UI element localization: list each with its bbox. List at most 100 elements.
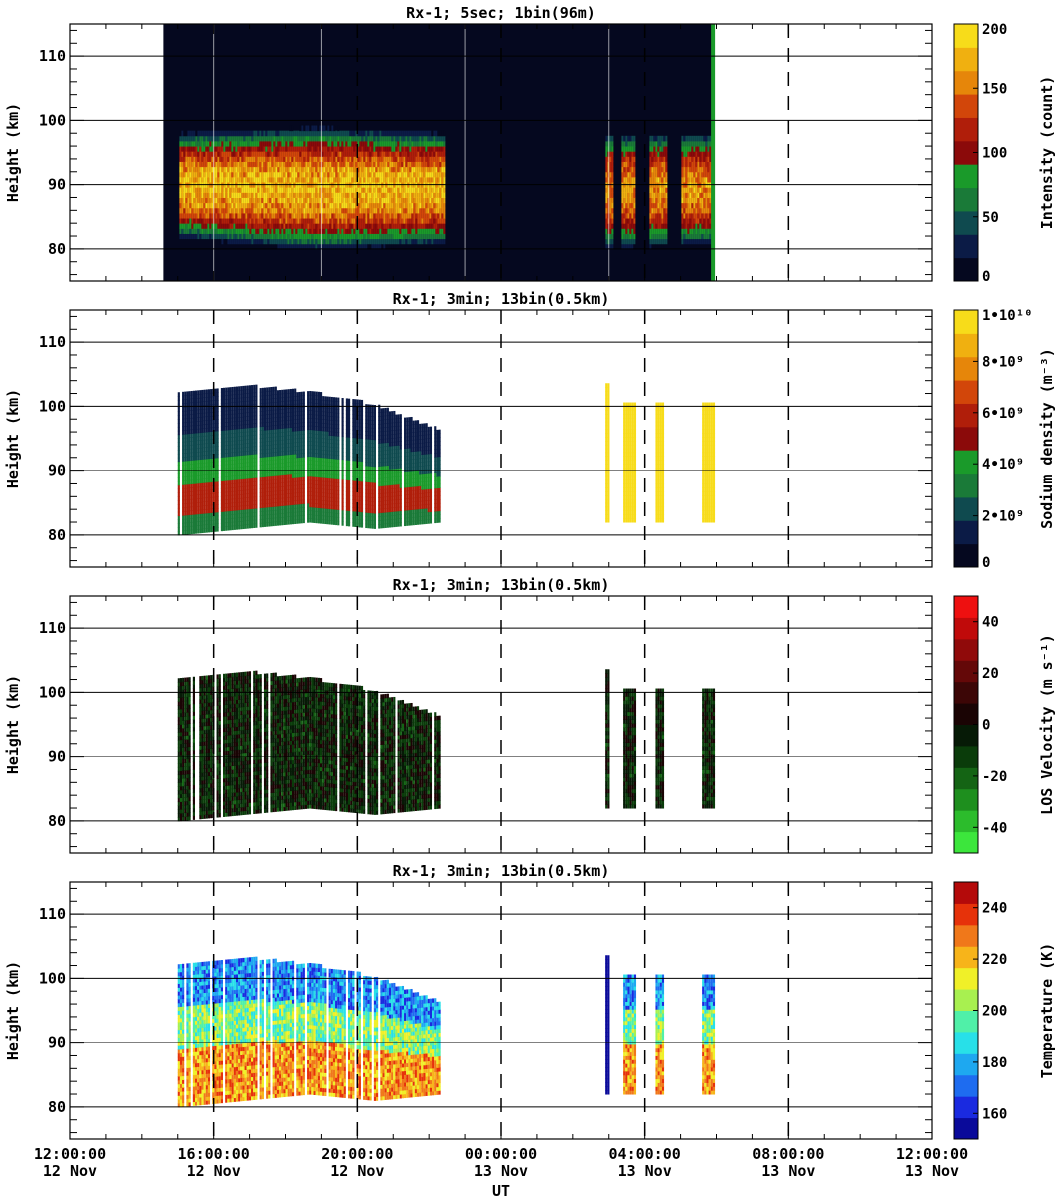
panel-title: Rx-1; 3min; 13bin(0.5km) — [393, 576, 610, 594]
colorbar-tick-label: 50 — [982, 210, 999, 226]
panel-4: Rx-1; 3min; 13bin(0.5km) 80 90 100 110 Height… — [4, 862, 1056, 1200]
y-tick-label: 100 — [39, 969, 66, 987]
colorbar: 160 180 200 220 240 Temperature (K) — [953, 881, 1056, 1140]
colorbar-segment — [954, 1117, 978, 1140]
colorbar-segment — [954, 47, 978, 72]
y-tick-label: 100 — [39, 683, 66, 701]
colorbar-segment — [954, 426, 978, 451]
colorbar-segment — [954, 310, 978, 334]
x-axis-label: UT — [492, 1182, 510, 1200]
y-tick-label: 80 — [48, 240, 66, 258]
colorbar-segment — [954, 882, 978, 904]
y-tick-label: 110 — [39, 47, 66, 65]
colorbar-label: Temperature (K) — [1038, 943, 1056, 1078]
colorbar-tick-label: -20 — [982, 769, 1007, 785]
colorbar-segment — [954, 903, 978, 926]
colorbar-segment — [954, 1074, 978, 1097]
x-tick-date: 12 Nov — [43, 1162, 97, 1180]
y-tick-label: 90 — [48, 176, 66, 194]
panel-title: Rx-1; 5sec; 1bin(96m) — [406, 4, 596, 22]
y-tick-label: 110 — [39, 905, 66, 923]
colorbar-tick-label: 100 — [982, 146, 1007, 162]
colorbar-tick-label: 20 — [982, 666, 999, 682]
colorbar-segment — [954, 724, 978, 747]
colorbar-segment — [954, 1010, 978, 1033]
x-tick-date: 12 Nov — [330, 1162, 384, 1180]
y-axis-label: Height (km) — [4, 675, 22, 774]
panel-1: Rx-1; 5sec; 1bin(96m) 80 90 100 110 Height (k… — [4, 4, 1056, 285]
colorbar-tick-label: 4•10⁹ — [982, 457, 1024, 473]
colorbar-tick-label: 8•10⁹ — [982, 354, 1024, 370]
colorbar-tick-label: 1•10¹⁰ — [982, 308, 1033, 324]
y-tick-label: 80 — [48, 526, 66, 544]
colorbar-segment — [954, 450, 978, 475]
y-axis-label: Height (km) — [4, 389, 22, 488]
colorbar-segment — [954, 638, 978, 661]
colorbar-tick-label: 40 — [982, 615, 999, 631]
x-tick-time: 04:00:00 — [609, 1145, 681, 1163]
colorbar-tick-label: 0 — [982, 269, 990, 285]
x-tick-time: 00:00:00 — [465, 1145, 537, 1163]
colorbar-segment — [954, 660, 978, 683]
colorbar-segment — [954, 745, 978, 768]
panel-title: Rx-1; 3min; 13bin(0.5km) — [393, 862, 610, 880]
x-tick-time: 12:00:00 — [896, 1145, 968, 1163]
colorbar-tick-label: 180 — [982, 1055, 1007, 1071]
colorbar-segment — [954, 767, 978, 790]
colorbar-segment — [954, 210, 978, 235]
colorbar-segment — [954, 70, 978, 95]
colorbar-segment — [954, 788, 978, 811]
colorbar-segment — [954, 140, 978, 165]
y-tick-label: 80 — [48, 1098, 66, 1116]
colorbar-segment — [954, 810, 978, 833]
colorbar-segment — [954, 187, 978, 212]
data-layer — [163, 24, 716, 281]
colorbar-segment — [954, 596, 978, 618]
data-layer — [177, 669, 716, 822]
colorbar-segment — [954, 1053, 978, 1076]
colorbar-segment — [954, 831, 978, 854]
colorbar-tick-label: 200 — [982, 1004, 1007, 1020]
colorbar-segment — [954, 473, 978, 498]
colorbar-segment — [954, 24, 978, 48]
x-tick-time: 20:00:00 — [321, 1145, 393, 1163]
colorbar-segment — [954, 967, 978, 990]
colorbar-tick-label: 200 — [982, 22, 1007, 38]
colorbar: 0 2•10⁹ 4•10⁹ 6•10⁹ 8•10⁹ 1•10¹⁰ Sodium densit… — [953, 308, 1056, 571]
colorbar-label: Intensity (count) — [1038, 76, 1056, 230]
colorbar-segment — [954, 543, 978, 568]
colorbar-segment — [954, 403, 978, 428]
colorbar-tick-label: -40 — [982, 820, 1007, 836]
x-tick-date: 13 Nov — [905, 1162, 959, 1180]
colorbar-tick-label: 220 — [982, 952, 1007, 968]
colorbar-segment — [954, 520, 978, 545]
colorbar-segment — [954, 681, 978, 704]
x-tick-date: 13 Nov — [618, 1162, 672, 1180]
colorbar-segment — [954, 946, 978, 969]
colorbar-segment — [954, 257, 978, 282]
panel-3: Rx-1; 3min; 13bin(0.5km) 80 90 100 110 Height… — [4, 576, 1056, 854]
y-tick-label: 110 — [39, 333, 66, 351]
colorbar-segment — [954, 989, 978, 1011]
colorbar-tick-label: 150 — [982, 81, 1007, 97]
colorbar-tick-label: 0 — [982, 555, 990, 571]
y-tick-label: 90 — [48, 748, 66, 766]
colorbar-segment — [954, 117, 978, 142]
y-axis-label: Height (km) — [4, 961, 22, 1060]
colorbar-segment — [954, 333, 978, 358]
panel-2: Rx-1; 3min; 13bin(0.5km) 80 90 100 110 Height… — [4, 290, 1056, 571]
colorbar-label: LOS Velocity (m s⁻¹) — [1038, 634, 1056, 815]
colorbar-segment — [954, 703, 978, 725]
colorbar-segment — [954, 94, 978, 118]
panel-title: Rx-1; 3min; 13bin(0.5km) — [393, 290, 610, 308]
colorbar: -40 -20 0 20 40 LOS Velocity (m s⁻¹) — [953, 595, 1056, 854]
colorbar-tick-label: 6•10⁹ — [982, 406, 1024, 422]
y-tick-label: 110 — [39, 619, 66, 637]
y-axis-label: Height (km) — [4, 103, 22, 202]
y-tick-label: 90 — [48, 462, 66, 480]
x-tick-date: 13 Nov — [761, 1162, 815, 1180]
colorbar-segment — [954, 234, 978, 259]
colorbar-segment — [954, 356, 978, 381]
x-tick-date: 13 Nov — [474, 1162, 528, 1180]
